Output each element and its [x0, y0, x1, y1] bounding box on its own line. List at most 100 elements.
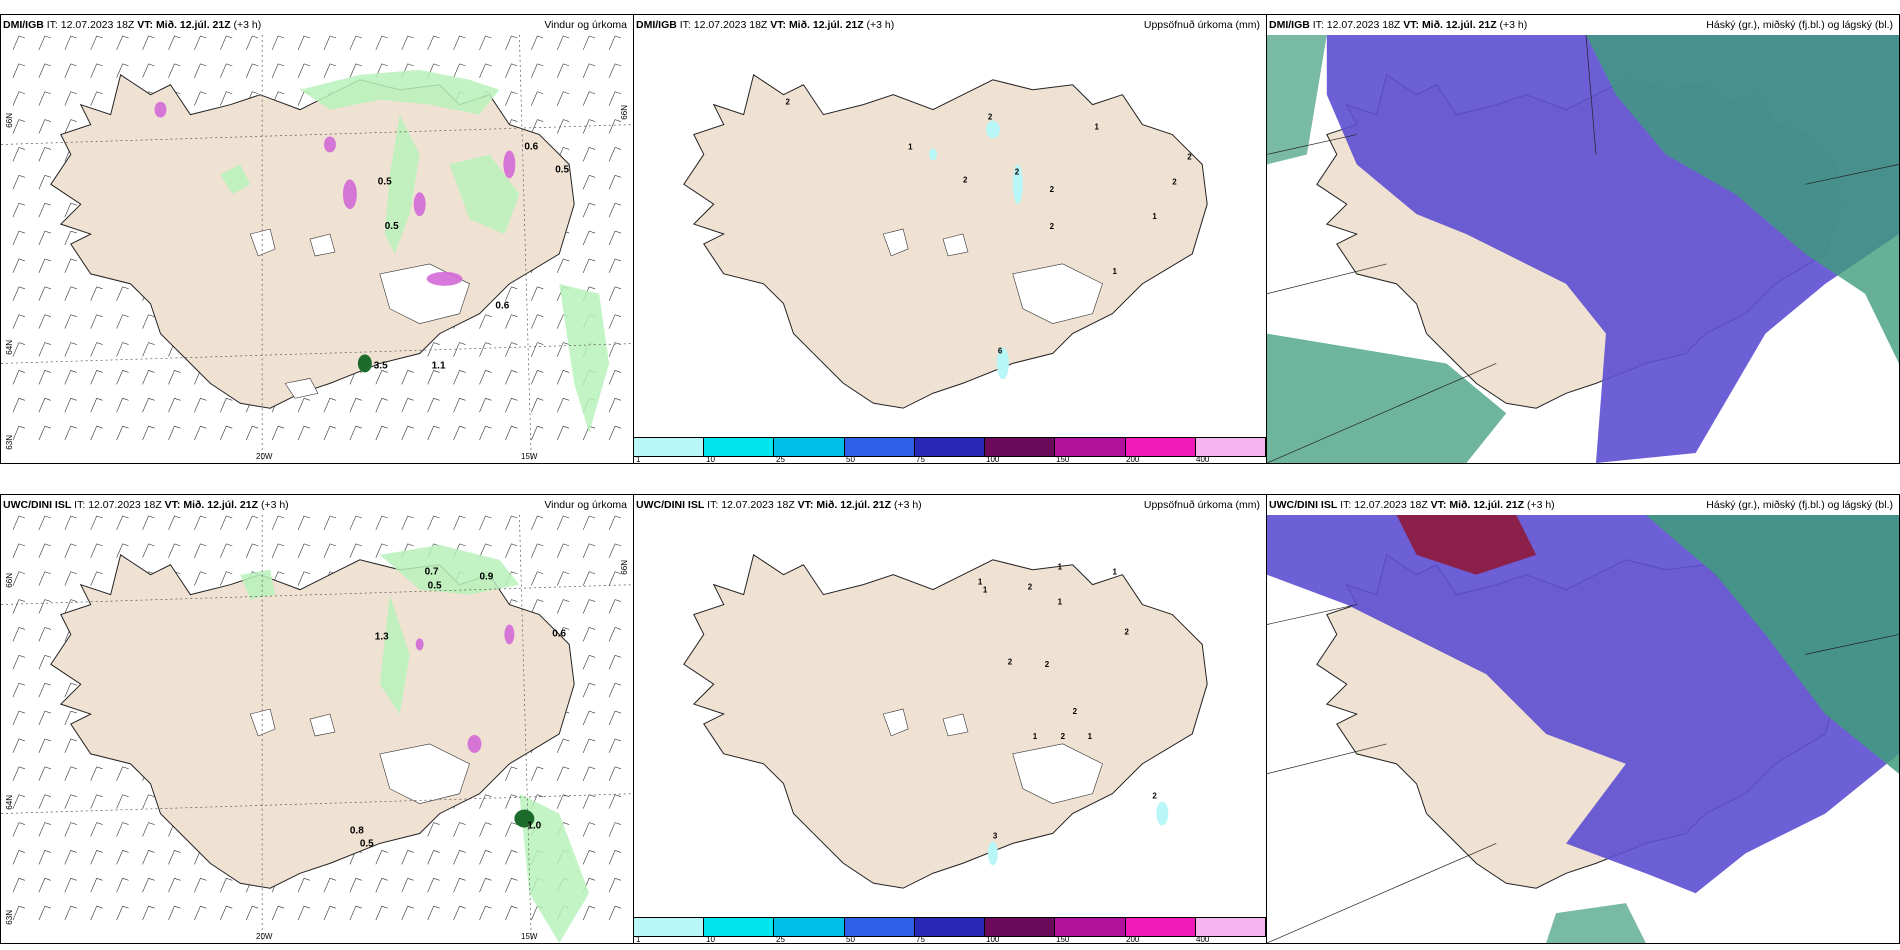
wind-barb: [608, 850, 622, 865]
wind-barb: [38, 63, 51, 78]
wind-barb: [116, 286, 129, 301]
colorbar-label: 100: [986, 935, 1000, 944]
wind-barb: [531, 370, 544, 385]
wind-barb: [297, 397, 311, 413]
wind-barb: [38, 370, 51, 385]
precip-label: 0.5: [378, 176, 392, 187]
wind-barb: [90, 877, 103, 893]
wind-barb: [116, 515, 129, 531]
wind-barb: [38, 627, 51, 642]
colorbar-swatch: [914, 438, 986, 456]
wind-barb: [582, 599, 596, 614]
wind-barb: [297, 877, 311, 893]
colorbar-swatch: [914, 918, 986, 936]
precip-label: 1.1: [432, 360, 446, 371]
wind-barb: [556, 738, 570, 754]
map-area: 0.5 0.5 0.6 0.6 1.1 3.5 0.5 66N 64N 63N …: [1, 35, 633, 463]
precip-label: 0.5: [360, 838, 374, 849]
wind-barb: [38, 286, 51, 301]
wind-barb: [38, 397, 51, 413]
wind-barb: [531, 286, 544, 301]
wind-barb: [142, 877, 155, 893]
wind-barb: [64, 850, 77, 865]
colorbar-swatch: [985, 918, 1056, 936]
wind-barb: [582, 794, 596, 809]
lead-time: (+3 h): [866, 19, 895, 31]
wind-barb: [556, 766, 570, 781]
cloud-mid-area: [1267, 515, 1899, 894]
wind-barb: [427, 35, 440, 51]
wind-barb: [556, 370, 570, 385]
wind-barb: [479, 905, 492, 921]
vt-label: VT:: [137, 19, 154, 31]
wind-barb: [505, 766, 518, 781]
wind-barb: [38, 766, 51, 781]
wind-barb: [531, 35, 544, 51]
init-time: 12.07.2023 18Z: [721, 499, 795, 511]
wind-barb: [453, 397, 466, 413]
wind-barb: [505, 425, 518, 441]
wind-barb: [401, 370, 414, 385]
colorbar-swatch: [1055, 438, 1126, 456]
heavy-precip-core: [514, 809, 535, 828]
panel-title: Háský (gr.), miðský (fj.bl.) og lágský (…: [1706, 19, 1893, 31]
wind-barb: [90, 822, 103, 837]
wind-barb: [453, 850, 466, 865]
wind-barb: [582, 822, 596, 837]
precip-label: 2: [1028, 583, 1033, 592]
wind-barb: [12, 425, 26, 441]
valid-time: Mið. 12.júl. 21Z: [1449, 499, 1525, 511]
wind-barb: [194, 425, 207, 441]
wind-barb: [271, 905, 285, 921]
wind-barb: [582, 543, 596, 558]
glacier-langjokull: [882, 228, 909, 257]
wind-barb: [479, 370, 492, 385]
wind-barb: [427, 822, 440, 837]
region-borders: [1267, 35, 1899, 463]
wind-barb: [556, 258, 570, 274]
it-label: IT:: [707, 499, 719, 511]
wind-barb: [12, 174, 26, 190]
wind-barb: [12, 147, 26, 162]
glacier-hofsjokull: [942, 713, 969, 737]
wind-barb: [38, 35, 51, 51]
precip-label: 3.5: [374, 360, 388, 371]
wind-barb: [116, 425, 129, 441]
wind-barb: [531, 543, 544, 558]
wind-barb: [38, 850, 51, 865]
wind-barb: [453, 877, 466, 893]
wind-barb: [245, 35, 259, 51]
colorbar-labels: 1 10 25 50 75 100 150 200 400: [634, 455, 1266, 463]
accum-precip-map: 2 1 2 2 2 2 1 1 2 6 2 2 1: [683, 73, 1208, 409]
vt-label: VT:: [1430, 499, 1447, 511]
wind-barb: [323, 35, 337, 51]
colorbar-swatch: [1125, 918, 1196, 936]
wind-barb: [64, 425, 77, 441]
precip-label: 2: [1187, 152, 1192, 161]
wind-barb: [479, 35, 492, 51]
precip-label: 1: [1152, 212, 1157, 221]
vt-label: VT:: [1403, 19, 1420, 31]
wind-barb: [38, 654, 51, 670]
wind-barb: [194, 905, 207, 921]
wind-barb: [220, 91, 233, 106]
wind-barb: [479, 425, 492, 441]
wind-barb: [168, 543, 181, 558]
wind-barb: [608, 91, 622, 106]
wind-barb: [349, 35, 362, 51]
wind-barb: [194, 397, 207, 413]
wind-barb: [64, 119, 77, 134]
wind-barb: [168, 905, 181, 921]
wind-barb: [220, 543, 233, 558]
lead-time: (+3 h): [1526, 499, 1555, 511]
wind-barb: [608, 342, 622, 357]
wind-barb: [38, 515, 51, 531]
glacier-hofsjokull: [309, 713, 336, 737]
cloud-high-area-w: [1267, 35, 1327, 165]
wind-barb: [375, 370, 388, 385]
wind-barb: [194, 543, 207, 558]
colorbar-swatches: [634, 917, 1266, 937]
wind-barb: [142, 342, 155, 357]
precip-label: 2: [1073, 707, 1078, 716]
wind-barb: [90, 63, 103, 78]
